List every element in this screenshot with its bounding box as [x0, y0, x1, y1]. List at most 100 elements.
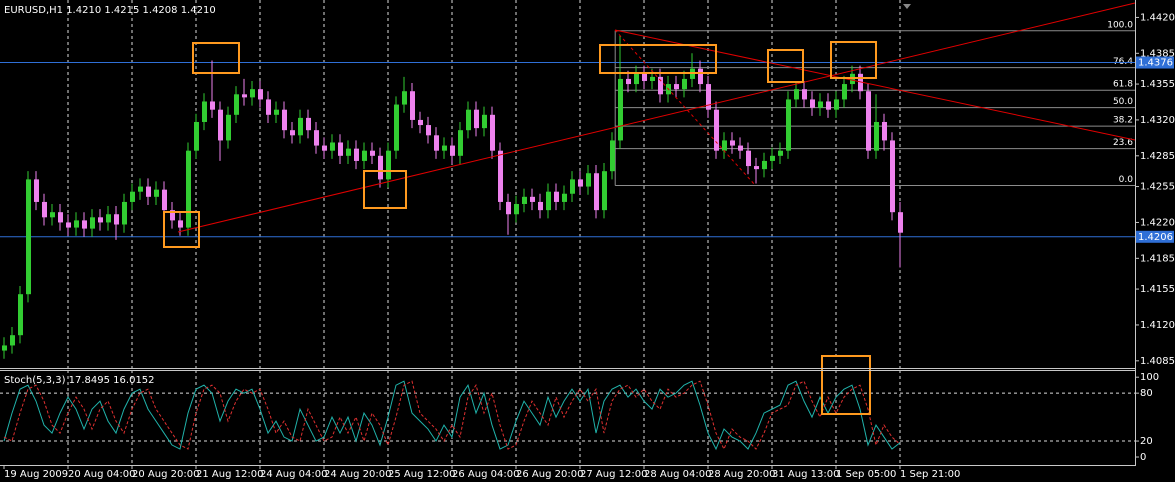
- candle-body: [650, 76, 655, 81]
- fibo-label: 0.0: [1119, 175, 1134, 185]
- y-tick-label: 1.4085: [1140, 356, 1175, 367]
- candle-body: [202, 101, 207, 122]
- candle-body: [314, 130, 319, 146]
- candle-body: [770, 155, 775, 161]
- candle-body: [66, 222, 71, 228]
- candle-body: [642, 73, 647, 81]
- candle-body: [706, 84, 711, 110]
- x-tick-label: 21 Aug 12:00: [196, 469, 263, 480]
- y-tick-label: 1.4155: [1140, 284, 1175, 295]
- candle-body: [626, 78, 631, 85]
- candle-body: [18, 294, 23, 336]
- price-label-box: [1136, 230, 1174, 243]
- fibo-label: 50.0: [1113, 97, 1133, 107]
- candle-body: [138, 186, 143, 192]
- candle-body: [794, 89, 799, 100]
- candle-body: [594, 173, 599, 211]
- candle-body: [898, 212, 903, 233]
- candle-body: [386, 150, 391, 180]
- candle-body: [154, 189, 159, 197]
- candle-body: [562, 193, 567, 202]
- candle-body: [194, 121, 199, 151]
- candle-body: [778, 150, 783, 156]
- candle-body: [538, 201, 543, 211]
- candle-body: [730, 140, 735, 146]
- candle-body: [762, 160, 767, 170]
- highlight-box: [363, 170, 407, 209]
- highlight-box: [163, 211, 200, 248]
- candle-body: [42, 201, 47, 218]
- candle-body: [698, 68, 703, 85]
- chart-title: EURUSD,H1 1.4210 1.4215 1.4208 1.4210: [4, 5, 216, 16]
- annotation-boxes: [163, 41, 877, 415]
- x-tick-label: 26 Aug 20:00: [516, 469, 583, 480]
- candle-body: [490, 114, 495, 151]
- candle-body: [866, 91, 871, 151]
- candle-body: [362, 150, 367, 161]
- candle-body: [10, 335, 15, 346]
- indicator-line: [3, 380, 901, 451]
- candle-body: [394, 104, 399, 151]
- candle-body: [530, 196, 535, 202]
- candle-body: [874, 121, 879, 151]
- candle-body: [682, 78, 687, 90]
- candle-body: [586, 173, 591, 187]
- y-tick-label: 20: [1140, 436, 1153, 447]
- candle-body: [330, 142, 335, 151]
- candle-body: [290, 130, 295, 136]
- candle-body: [322, 145, 327, 151]
- candle-body: [522, 196, 527, 204]
- y-tick-label: 1.4120: [1140, 320, 1175, 331]
- x-tick-label: 31 Aug 13:00: [772, 469, 839, 480]
- candle-body: [50, 212, 55, 218]
- candle-body: [434, 135, 439, 151]
- candle-body: [242, 94, 247, 98]
- candle-body: [442, 145, 447, 151]
- fibo-trend-line: [614, 29, 756, 186]
- y-tick-label: 1.4320: [1140, 115, 1175, 126]
- candle-body: [274, 109, 279, 115]
- x-tick-label: 26 Aug 04:00: [452, 469, 519, 480]
- y-tick-label: 0: [1140, 452, 1146, 463]
- candle-body: [250, 89, 255, 98]
- candle-body: [842, 84, 847, 100]
- candle-body: [26, 179, 31, 295]
- candle-body: [458, 130, 463, 156]
- candle-body: [498, 150, 503, 202]
- candle-body: [418, 119, 423, 126]
- candle-body: [234, 94, 239, 115]
- candle-body: [426, 125, 431, 136]
- candle-body: [98, 217, 103, 223]
- x-tick-label: 27 Aug 12:00: [580, 469, 647, 480]
- x-tick-label: 25 Aug 12:00: [388, 469, 455, 480]
- highlight-box: [767, 49, 804, 83]
- y-tick-label: 1.4185: [1140, 253, 1175, 264]
- x-tick-label: 24 Aug 20:00: [324, 469, 391, 480]
- candle-body: [674, 84, 679, 90]
- candle-body: [722, 140, 727, 151]
- candle-body: [578, 179, 583, 187]
- x-tick-label: 1 Sep 21:00: [900, 469, 960, 480]
- candle-body: [618, 78, 623, 141]
- candle-body: [58, 212, 63, 223]
- candle-body: [554, 191, 559, 202]
- trend-line: [177, 2, 1136, 233]
- candle-body: [818, 101, 823, 108]
- price-label: 1.4376: [1138, 58, 1173, 69]
- candle-body: [754, 166, 759, 170]
- candle-body: [634, 73, 639, 85]
- indicator-line: [3, 380, 901, 451]
- candle-body: [170, 210, 175, 221]
- candle-body: [354, 148, 359, 161]
- candle-body: [90, 217, 95, 229]
- candle-body: [410, 91, 415, 120]
- y-tick-label: 1.4385: [1140, 48, 1175, 59]
- fibo-label: 61.8: [1113, 80, 1133, 90]
- indicator-title: Stoch(5,3,3) 17.8495 16.0152: [4, 375, 155, 386]
- y-tick-label: 1.4255: [1140, 182, 1175, 193]
- x-tick-label: 28 Aug 20:00: [708, 469, 775, 480]
- candle-body: [546, 191, 551, 211]
